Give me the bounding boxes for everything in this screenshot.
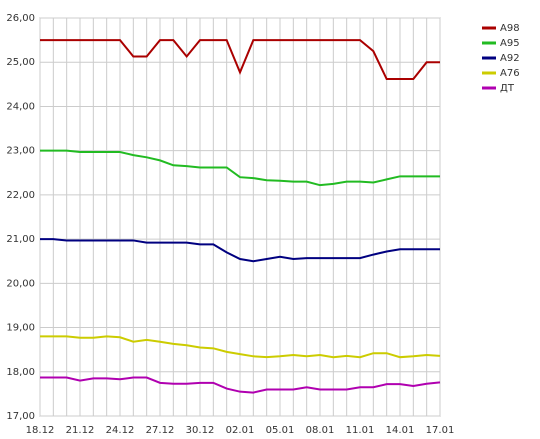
x-tick-label: 30.12 [186,425,215,436]
y-tick-label: 18,00 [6,367,35,378]
legend-label: ДТ [500,83,515,94]
x-tick-label: 27.12 [146,425,175,436]
series-line [40,39,440,81]
y-tick-label: 19,00 [6,323,35,334]
y-tick-label: 26,00 [6,13,35,24]
y-tick-label: 24,00 [6,101,35,112]
x-tick-label: 11.01 [346,425,375,436]
x-tick-label: 08.01 [306,425,335,436]
y-tick-label: 17,00 [6,411,35,422]
x-tick-label: 24.12 [106,425,135,436]
x-tick-label: 21.12 [66,425,95,436]
y-tick-label: 21,00 [6,234,35,245]
y-tick-label: 25,00 [6,57,35,68]
series-line [40,376,441,394]
x-tick-label: 17.01 [426,425,455,436]
series-line [40,238,440,263]
x-tick-label: 14.01 [386,425,415,436]
legend-label: A76 [500,68,520,79]
x-tick-label: 18.12 [26,425,55,436]
legend-label: A98 [500,23,520,34]
legend-label: A95 [500,38,520,49]
y-tick-label: 23,00 [6,146,35,157]
series-line [40,335,441,359]
legend-label: A92 [500,53,520,64]
x-tick-label: 02.01 [226,425,255,436]
series-line [40,149,440,187]
y-tick-label: 20,00 [6,278,35,289]
y-tick-label: 22,00 [6,190,35,201]
x-tick-label: 05.01 [266,425,295,436]
